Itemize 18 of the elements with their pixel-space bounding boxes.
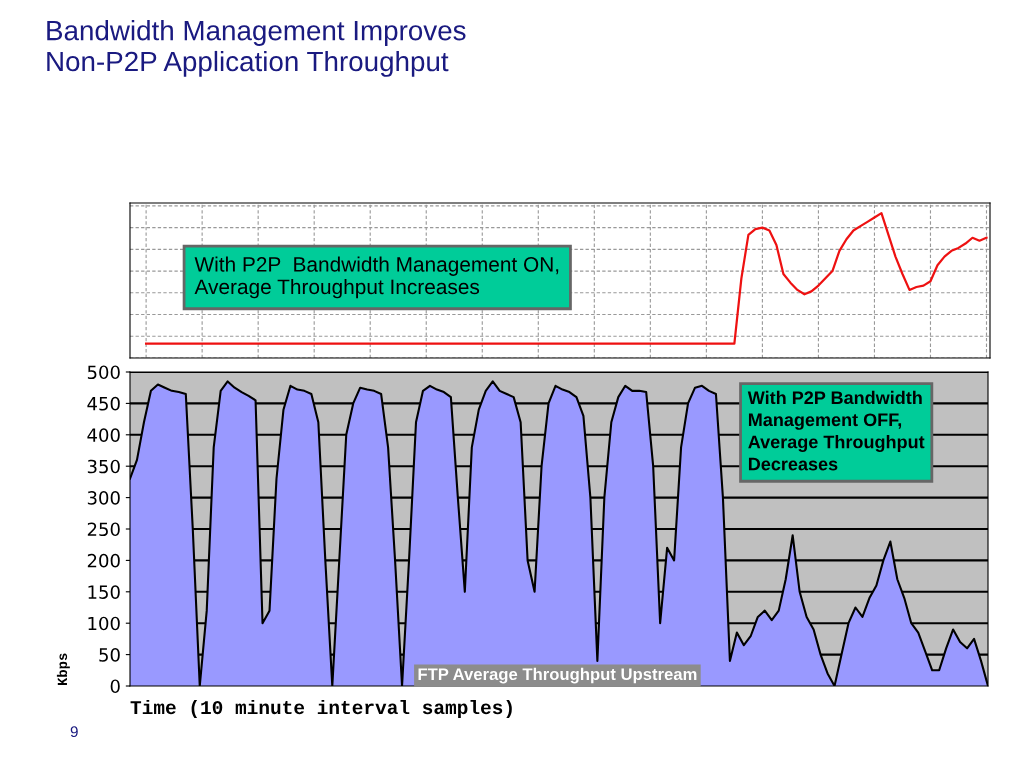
annotation: With P2P Bandwidth Management ON, Average Throughput Increases [194,256,559,299]
annotation: FTP Average Throughput Upstream [418,667,697,684]
y-tick-label: 0 [110,679,120,694]
y-axis-title: Kbps [56,653,70,686]
y-tick-label: 150 [88,585,120,599]
y-tick-label: 300 [87,491,120,505]
chart-title: Bandwidth Management Improves Non-P2P Application Throughput [47,20,466,77]
annotation: With P2P Bandwidth Management OFF, Average Throughput Decreases [747,390,925,471]
y-tick-label: 100 [88,616,120,631]
y-tick-label: 350 [87,459,120,474]
y-tick-label: 450 [87,396,120,411]
text: 9 [70,726,78,738]
y-tick-label: 50 [99,648,120,662]
y-tick-label: 250 [87,522,120,537]
y-tick-label: 200 [87,553,120,568]
y-tick-label: 400 [87,428,120,442]
x-axis-title: Time (10 minute interval samples) [130,699,512,719]
y-tick-label: 500 [87,365,120,380]
